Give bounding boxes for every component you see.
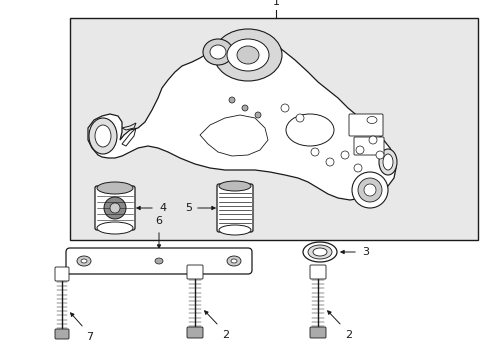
Text: 5: 5: [184, 203, 192, 213]
Ellipse shape: [214, 29, 282, 81]
FancyBboxPatch shape: [309, 327, 325, 338]
Ellipse shape: [307, 245, 331, 259]
Circle shape: [375, 151, 383, 159]
Ellipse shape: [77, 256, 91, 266]
Ellipse shape: [89, 118, 117, 154]
Ellipse shape: [226, 256, 241, 266]
Ellipse shape: [219, 181, 250, 191]
FancyBboxPatch shape: [55, 267, 69, 281]
Circle shape: [351, 172, 387, 208]
Ellipse shape: [219, 225, 250, 235]
Text: 1: 1: [272, 0, 279, 7]
Text: 6: 6: [155, 216, 162, 226]
Ellipse shape: [97, 222, 133, 234]
Circle shape: [363, 184, 375, 196]
Circle shape: [340, 151, 348, 159]
Text: 4: 4: [159, 203, 166, 213]
Circle shape: [353, 164, 361, 172]
Circle shape: [110, 203, 120, 213]
Circle shape: [228, 97, 235, 103]
Circle shape: [325, 158, 333, 166]
Circle shape: [254, 112, 261, 118]
Circle shape: [355, 146, 363, 154]
Ellipse shape: [81, 259, 87, 263]
FancyBboxPatch shape: [55, 329, 69, 339]
Ellipse shape: [203, 39, 232, 65]
Ellipse shape: [285, 114, 333, 146]
Ellipse shape: [226, 39, 268, 71]
Circle shape: [281, 104, 288, 112]
Ellipse shape: [230, 259, 237, 263]
Text: 7: 7: [86, 332, 93, 342]
Ellipse shape: [209, 45, 225, 59]
Circle shape: [295, 114, 304, 122]
Ellipse shape: [366, 117, 376, 123]
FancyBboxPatch shape: [95, 186, 135, 230]
Ellipse shape: [382, 154, 392, 170]
Ellipse shape: [95, 125, 111, 147]
FancyBboxPatch shape: [217, 184, 252, 232]
FancyBboxPatch shape: [186, 327, 203, 338]
Ellipse shape: [97, 182, 133, 194]
Circle shape: [104, 197, 126, 219]
FancyBboxPatch shape: [348, 114, 382, 136]
Circle shape: [357, 178, 381, 202]
Ellipse shape: [312, 248, 326, 256]
Circle shape: [368, 136, 376, 144]
FancyBboxPatch shape: [66, 248, 251, 274]
Circle shape: [242, 105, 247, 111]
Polygon shape: [88, 38, 395, 200]
Ellipse shape: [378, 149, 396, 175]
FancyBboxPatch shape: [186, 265, 203, 279]
Bar: [70, 18, 477, 240]
FancyBboxPatch shape: [353, 137, 383, 155]
Text: 3: 3: [361, 247, 368, 257]
Ellipse shape: [303, 242, 336, 262]
Text: 2: 2: [222, 330, 229, 340]
Ellipse shape: [155, 258, 163, 264]
Text: 2: 2: [345, 330, 351, 340]
Circle shape: [310, 148, 318, 156]
Ellipse shape: [237, 46, 259, 64]
FancyBboxPatch shape: [309, 265, 325, 279]
